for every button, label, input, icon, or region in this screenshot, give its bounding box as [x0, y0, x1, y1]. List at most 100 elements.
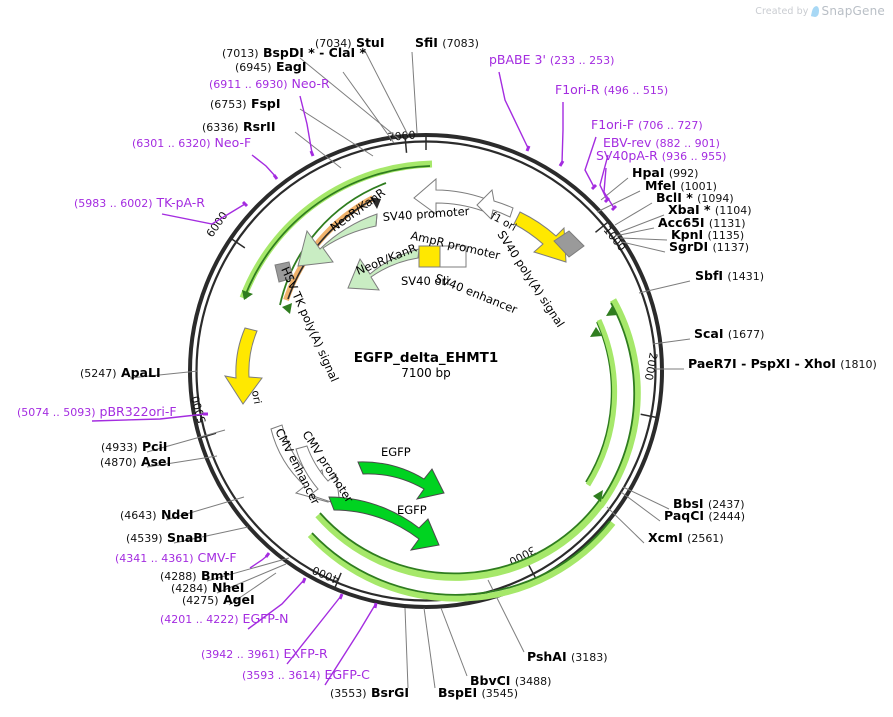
feature-name: pBABE 3' [489, 52, 546, 67]
enzyme-name: BclI * [656, 190, 693, 205]
feature-range: (706 .. 727) [638, 119, 703, 132]
enzyme-name: NdeI [160, 507, 194, 522]
enzyme-label-stui: (7034) StuI [315, 36, 384, 50]
feature-name: pBR322ori-F [99, 404, 177, 419]
enzyme-position: (1810) [840, 358, 877, 371]
enzyme-label-bspei: BspEI (3545) [438, 686, 518, 700]
enzyme-label-ndei: (4643) NdeI [120, 508, 193, 522]
enzyme-label-bmti: (4288) BmtI [160, 569, 234, 583]
feature-label-ori: ori [249, 389, 263, 405]
enzyme-name: BbsI [673, 496, 704, 511]
enzyme-label-paqci: PaqCI (2444) [664, 509, 745, 523]
enzyme-position: (7083) [442, 37, 479, 50]
plasmid-size: 7100 bp [401, 366, 451, 380]
enzyme-label-bbvci: BbvCI (3488) [470, 674, 551, 688]
enzyme-name: SnaBI [166, 530, 208, 545]
enzyme-label-bspdi-clai: (7013) BspDI * - ClaI * [222, 46, 366, 60]
feature-leader-lines [91, 71, 615, 686]
feature-label-pbr322ori-f: (5074 .. 5093) pBR322ori-F [17, 405, 177, 419]
enzyme-label-eagi: (6945) EagI [235, 60, 307, 74]
enzyme-position: (1135) [707, 229, 745, 242]
enzyme-name: SgrDI [669, 239, 709, 254]
enzyme-name: XbaI * [668, 202, 711, 217]
enzyme-position: (7013) [222, 47, 259, 60]
feature-range: (5983 .. 6002) [74, 197, 153, 210]
feature-range: (4201 .. 4222) [160, 613, 239, 626]
enzyme-position: (2561) [687, 532, 724, 545]
feature-label-neo-f: (6301 .. 6320) Neo-F [132, 136, 251, 150]
enzyme-name: AseI [140, 454, 172, 469]
feature-range: (3942 .. 3961) [201, 648, 280, 661]
feature-range: (233 .. 253) [549, 54, 615, 67]
enzyme-name: SfiI [415, 35, 438, 50]
feature-name: SV40pA-R [596, 148, 658, 163]
highlight-arcs [239, 160, 641, 602]
enzyme-name: PaqCI [664, 508, 705, 523]
enzyme-position: (6336) [202, 121, 239, 134]
enzyme-label-sfii: SfiI (7083) [415, 36, 479, 50]
enzyme-name: StuI [355, 35, 385, 50]
enzyme-position: (2444) [708, 510, 745, 523]
enzyme-label-acc65i: Acc65I (1131) [658, 216, 745, 230]
watermark-brand: SnapGene [821, 4, 885, 18]
feature-label-sv40-enhancer: SV40 enhancer [433, 271, 520, 317]
enzyme-name: PaeR7I - PspXI - XhoI [688, 356, 836, 371]
enzyme-label-sbfi: SbfI (1431) [695, 269, 764, 283]
feature-label-pbabe3: pBABE 3' (233 .. 253) [489, 53, 614, 67]
feature-range: (936 .. 955) [661, 150, 727, 163]
enzyme-label-bclii: BclI * (1094) [656, 191, 734, 205]
enzyme-label-fspi: (6753) FspI [210, 97, 281, 111]
enzyme-label-asei: (4870) AseI [100, 455, 171, 469]
feature-name: Neo-R [291, 76, 330, 91]
feature-label-sv40-ori: SV40 ori [401, 274, 449, 288]
enzyme-position: (1104) [714, 204, 752, 217]
enzyme-name: MfeI [645, 178, 677, 193]
enzyme-name: NheI [211, 580, 245, 595]
feature-range: (6301 .. 6320) [132, 137, 211, 150]
enzyme-position: (6753) [210, 98, 247, 111]
enzyme-name: BspDI * - ClaI * [262, 45, 367, 60]
enzyme-position: (4284) [171, 582, 208, 595]
enzyme-position: (4870) [100, 456, 137, 469]
watermark-prefix: Created by [755, 5, 809, 17]
enzyme-position: (3553) [330, 687, 367, 700]
feature-name: F1ori-F [591, 117, 635, 132]
feature-name: TK-pA-R [156, 195, 205, 210]
enzyme-label-agei: (4275) AgeI [182, 593, 255, 607]
tick-label-5000: 5000 [189, 394, 209, 424]
feature-label-neo-r: (6911 .. 6930) Neo-R [209, 77, 330, 91]
enzyme-label-pcii: (4933) PciI [101, 440, 167, 454]
enzyme-name: FspI [250, 96, 281, 111]
feature-range: (4341 .. 4361) [115, 552, 194, 565]
enzyme-label-snabi: (4539) SnaBI [126, 531, 207, 545]
enzyme-position: (4933) [101, 441, 138, 454]
enzyme-position: (2437) [707, 498, 745, 511]
enzyme-position: (992) [668, 167, 699, 180]
feature-range: (5074 .. 5093) [17, 406, 96, 419]
feature-label-f1ori-r: F1ori-R (496 .. 515) [555, 83, 668, 97]
enzyme-position: (4643) [120, 509, 157, 522]
enzyme-position: (4539) [126, 532, 163, 545]
feature-name: EGFP-C [324, 667, 370, 682]
feature-label-sv40pa-r: SV40pA-R (936 .. 955) [596, 149, 726, 163]
enzyme-label-bbsi: BbsI (2437) [673, 497, 745, 511]
feature-label-egfp-2: EGFP [397, 503, 427, 517]
snapgene-watermark: Created by SnapGene [755, 4, 885, 18]
enzyme-label-sgrdi: SgrDI (1137) [669, 240, 749, 254]
enzyme-position: (1131) [708, 217, 746, 230]
inner-features [223, 177, 585, 551]
enzyme-position: (4275) [182, 594, 219, 607]
enzyme-name: HpaI [632, 165, 665, 180]
feature-range: (882 .. 901) [655, 137, 720, 150]
enzyme-position: (1001) [680, 180, 717, 193]
feature-range: (6911 .. 6930) [209, 78, 288, 91]
feature-label-ebv-rev: EBV-rev (882 .. 901) [603, 136, 720, 150]
feature-name: F1ori-R [555, 82, 600, 97]
enzyme-name: PshAI [527, 649, 567, 664]
enzyme-label-mfei: MfeI (1001) [645, 179, 717, 193]
enzyme-position: (1094) [697, 192, 734, 205]
enzyme-name: PciI [141, 439, 168, 454]
feature-label-egfp-c: (3593 .. 3614) EGFP-C [242, 668, 370, 682]
enzyme-name: BsrGI [370, 685, 409, 700]
